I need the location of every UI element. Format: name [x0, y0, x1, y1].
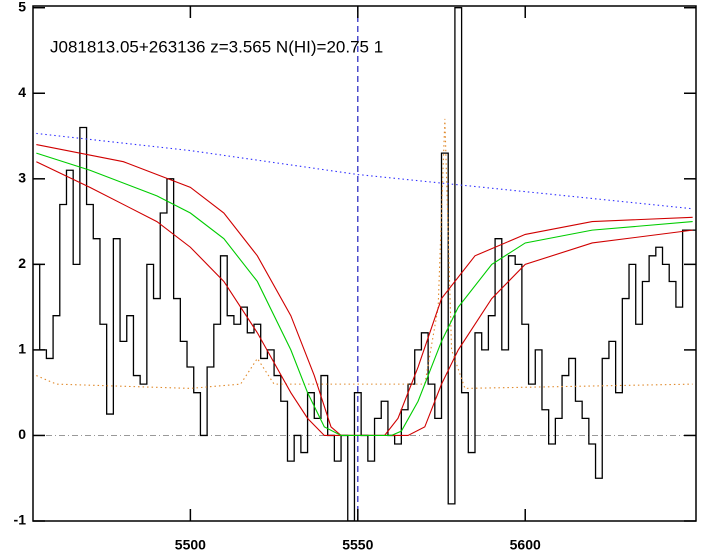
series-line: [36, 132, 693, 210]
series-line: [36, 152, 693, 437]
y-tick-label: 4: [18, 84, 26, 100]
series-line: [36, 161, 693, 437]
y-tick-label: -1: [14, 512, 27, 528]
plot-area: [33, 6, 696, 521]
axes-frame: [32, 5, 697, 522]
series-line: [33, 7, 696, 521]
x-tick-label: 5600: [510, 537, 541, 553]
series-line: [36, 118, 693, 389]
y-tick-label: 0: [18, 426, 26, 442]
series-line: [36, 144, 693, 437]
y-tick-label: 5: [18, 0, 26, 14]
y-tick-label: 1: [18, 341, 26, 357]
y-tick-label: 2: [18, 255, 26, 271]
y-tick-label: 3: [18, 170, 26, 186]
x-tick-label: 5500: [175, 537, 206, 553]
x-tick-label: 5550: [342, 537, 373, 553]
chart-title: J081813.05+263136 z=3.565 N(HI)=20.75 1: [50, 37, 383, 56]
